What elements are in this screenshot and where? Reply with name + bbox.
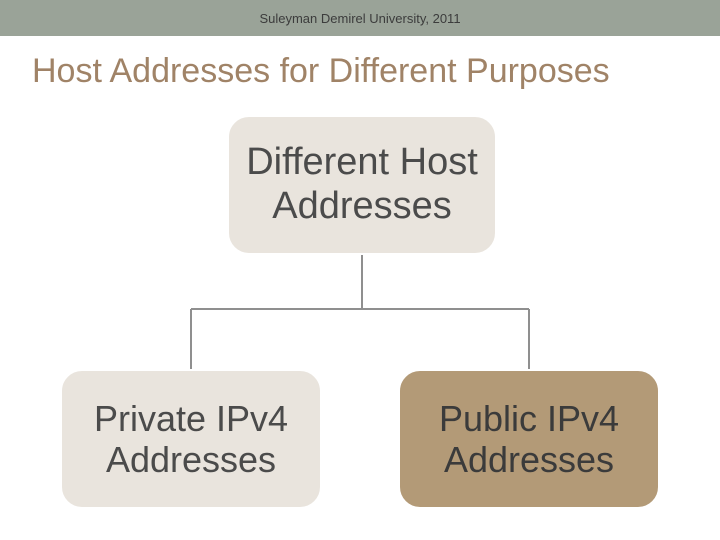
node-left-label: Private IPv4 Addresses: [72, 398, 310, 481]
slide-title: Host Addresses for Different Purposes: [32, 52, 720, 91]
header-bar: Suleyman Demirel University, 2011: [0, 0, 720, 36]
node-root: Different Host Addresses: [227, 115, 497, 255]
node-right-public: Public IPv4 Addresses: [398, 369, 660, 509]
header-text: Suleyman Demirel University, 2011: [259, 11, 460, 26]
node-root-label: Different Host Addresses: [239, 141, 485, 228]
node-right-label: Public IPv4 Addresses: [410, 398, 648, 481]
node-left-private: Private IPv4 Addresses: [60, 369, 322, 509]
tree-diagram: Different Host Addresses Private IPv4 Ad…: [0, 91, 720, 511]
connector-path: [191, 255, 529, 369]
